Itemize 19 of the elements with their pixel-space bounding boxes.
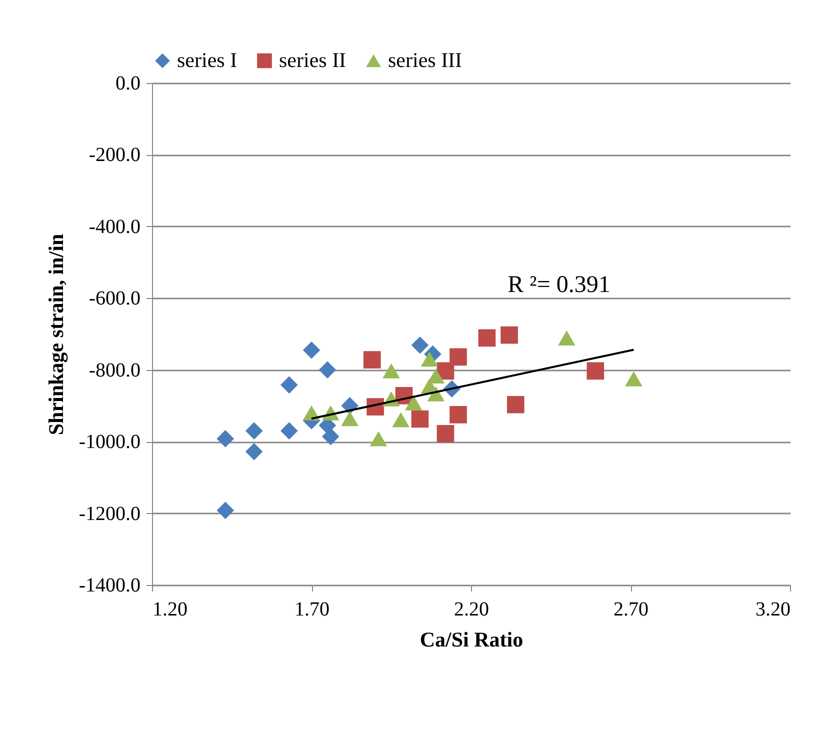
x-tick-label: 1.70: [294, 598, 330, 620]
x-tick-label: 1.20: [152, 598, 188, 620]
x-tick-label: 2.70: [614, 598, 648, 620]
x-axis-title: Ca/Si Ratio: [420, 628, 524, 652]
x-tick-label: 2.20: [454, 598, 489, 620]
legend-label: series III: [388, 48, 462, 72]
y-tick-label: -1400.0: [78, 574, 140, 596]
x-tick-label: 3.20: [756, 598, 790, 620]
y-tick-label: -400.0: [88, 216, 140, 238]
y-tick-label: -800.0: [88, 359, 140, 382]
y-tick-label: -1200.0: [78, 502, 140, 525]
annotation: R ²= 0.391: [508, 272, 610, 298]
legend-label: series II: [279, 48, 346, 72]
legend-label: series I: [177, 48, 238, 72]
y-tick-label: -600.0: [88, 288, 140, 310]
y-axis-title: Shrinkage strain, in/in: [44, 234, 68, 436]
y-tick-label: 0.0: [116, 72, 140, 94]
y-tick-label: -1000.0: [78, 431, 140, 454]
y-tick-label: -200.0: [88, 144, 140, 166]
